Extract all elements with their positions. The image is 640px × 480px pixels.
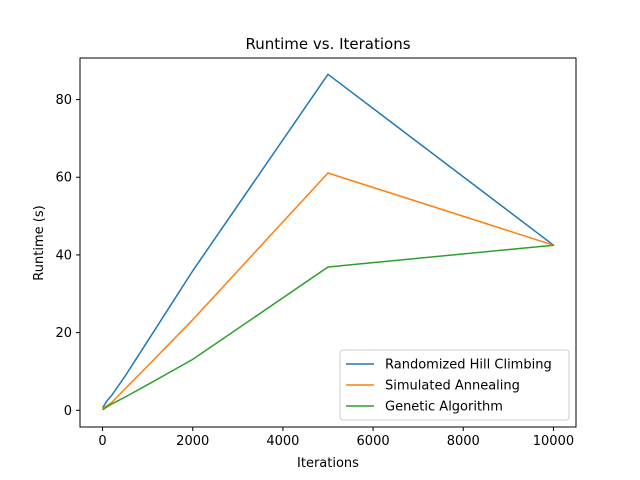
legend: Randomized Hill Climbing Simulated Anneal… [339, 349, 570, 421]
y-tick-label: 20 [55, 326, 72, 341]
x-tick-label: 2000 [176, 434, 209, 449]
plot-lines [102, 73, 555, 411]
series-line-2 [102, 172, 555, 410]
series-line-3 [102, 244, 555, 411]
legend-items: Randomized Hill Climbing Simulated Anneal… [346, 358, 552, 415]
x-axis-label: Iterations [297, 456, 359, 471]
x-tick-label: 4000 [266, 434, 299, 449]
y-tick-label: 60 [55, 171, 72, 186]
legend-label-2: Simulated Annealing [385, 379, 520, 394]
legend-box [339, 349, 570, 421]
x-axis-ticks: 0 2000 4000 6000 8000 10000 [98, 427, 574, 449]
legend-label-1: Randomized Hill Climbing [385, 358, 552, 373]
x-tick-label: 8000 [447, 434, 480, 449]
y-axis-ticks: 0 20 40 60 80 [55, 93, 80, 419]
chart-title: Runtime vs. Iterations [245, 35, 410, 53]
legend-label-3: Genetic Algorithm [385, 400, 503, 415]
y-axis-label: Runtime (s) [32, 205, 47, 280]
y-tick-label: 80 [55, 93, 72, 108]
x-tick-label: 6000 [357, 434, 390, 449]
x-tick-label: 10000 [533, 434, 574, 449]
y-tick-label: 40 [55, 248, 72, 263]
x-tick-label: 0 [98, 434, 106, 449]
series-line-1 [102, 73, 555, 408]
y-tick-label: 0 [64, 404, 72, 419]
plot-frame [79, 57, 577, 428]
